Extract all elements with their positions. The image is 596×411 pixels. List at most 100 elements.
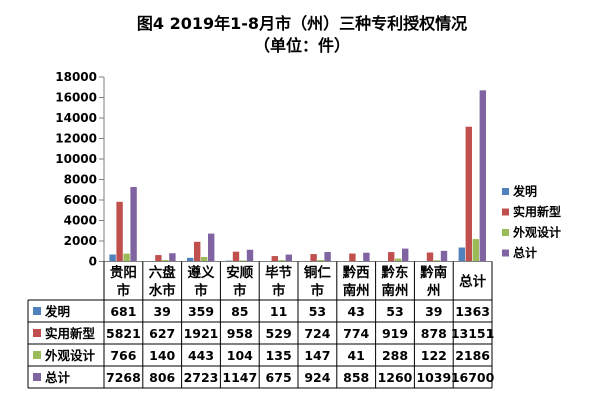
y-tick-label: 4000 <box>64 214 97 228</box>
bar-发明-总计 <box>458 247 465 262</box>
category-label: 市 <box>272 282 286 299</box>
bar-发明-贵阳市 <box>109 254 116 262</box>
bar-实用新型-铜仁市 <box>310 254 317 262</box>
category-label: 南州 <box>343 282 370 299</box>
table-cell-value: 2186 <box>455 348 490 363</box>
y-tick-label: 16000 <box>55 91 97 105</box>
table-cell-value: 16700 <box>451 370 495 385</box>
bar-总计-黔南州 <box>440 250 448 262</box>
bar-总计-黔东南州 <box>402 248 409 262</box>
table-cell-value: 1921 <box>184 326 219 341</box>
category-label: 毕节 <box>265 264 292 281</box>
bar-外观设计-贵阳市 <box>123 253 130 262</box>
table-cell-value: 681 <box>110 304 136 319</box>
bar-总计-安顺市 <box>246 249 254 262</box>
table-cell-value: 41 <box>347 348 364 363</box>
category-label: 总计 <box>459 273 486 290</box>
category-label: 黔西 <box>343 264 370 281</box>
category-label: 黔南 <box>420 264 447 281</box>
table-cell-value: 11 <box>270 304 287 319</box>
legend-label: 发明 <box>512 184 537 199</box>
table-cell-value: 122 <box>421 348 447 363</box>
category-label: 市 <box>117 282 131 299</box>
bar-实用新型-黔东南州 <box>388 252 395 262</box>
bar-实用新型-黔西南州 <box>349 253 356 262</box>
table-cell-value: 5821 <box>106 326 141 341</box>
bar-实用新型-总计 <box>465 126 472 262</box>
table-cell-value: 1147 <box>222 370 257 385</box>
category-label: 黔东 <box>382 264 409 281</box>
bar-实用新型-安顺市 <box>232 251 240 262</box>
y-tick-label: 0 <box>89 255 97 269</box>
table-cell-value: 806 <box>149 370 175 385</box>
table-cell-value: 13151 <box>451 326 495 341</box>
chart-title-line2: （单位：件） <box>254 36 350 55</box>
table-row-label: 发明 <box>44 304 70 319</box>
y-tick-label: 2000 <box>64 234 97 248</box>
table-cell-value: 53 <box>386 304 403 319</box>
bar-外观设计-遵义市 <box>201 256 208 262</box>
category-label: 贵阳 <box>110 264 137 281</box>
legend-label: 外观设计 <box>513 225 561 240</box>
legend-key <box>502 208 509 216</box>
table-cell-value: 140 <box>149 348 175 363</box>
category-label: 铜仁 <box>304 264 331 281</box>
bar-外观设计-安顺市 <box>239 260 247 262</box>
table-cell-value: 39 <box>153 304 170 319</box>
legend-key <box>502 249 509 257</box>
table-cell-value: 924 <box>304 370 330 385</box>
table-cell-value: 147 <box>304 348 330 363</box>
table-cell-value: 919 <box>382 326 408 341</box>
table-legend-key <box>33 307 41 315</box>
table-cell-value: 529 <box>266 326 292 341</box>
table-cell-value: 85 <box>231 304 248 319</box>
bar-实用新型-六盘水市 <box>155 255 162 262</box>
bar-总计-贵阳市 <box>130 187 137 262</box>
table-cell-value: 627 <box>149 326 175 341</box>
table-cell-value: 724 <box>304 326 330 341</box>
table-cell-value: 39 <box>425 304 442 319</box>
bar-总计-毕节市 <box>285 254 292 262</box>
table-cell-value: 2723 <box>184 370 219 385</box>
table-legend-key <box>33 329 41 337</box>
category-label: 市 <box>233 282 247 299</box>
table-cell-value: 135 <box>266 348 292 363</box>
bar-外观设计-总计 <box>472 239 479 262</box>
table-cell-value: 104 <box>227 348 253 363</box>
table-cell-value: 766 <box>110 348 136 363</box>
table-cell-value: 858 <box>343 370 369 385</box>
table-row-label: 实用新型 <box>45 326 96 341</box>
bar-总计-黔西南州 <box>363 252 370 262</box>
category-label: 市 <box>194 282 208 299</box>
table-cell-value: 1260 <box>378 370 413 385</box>
bar-实用新型-黔南州 <box>426 252 434 262</box>
table-cell-value: 7268 <box>106 370 141 385</box>
bar-实用新型-遵义市 <box>194 241 201 262</box>
bar-发明-遵义市 <box>187 257 194 262</box>
table-row-label: 总计 <box>45 370 71 385</box>
bar-外观设计-毕节市 <box>278 260 285 262</box>
legend-key <box>502 229 509 236</box>
bar-外观设计-黔南州 <box>433 260 441 262</box>
bar-总计-六盘水市 <box>169 253 176 262</box>
table-cell-value: 878 <box>421 326 447 341</box>
bar-实用新型-贵阳市 <box>116 201 123 262</box>
plot-area: 0 2000 4000 6000 8000 10000 12000 14000 16000 180… <box>55 70 492 269</box>
y-tick-label: 10000 <box>55 152 97 166</box>
y-tick-label: 6000 <box>64 193 97 207</box>
legend-key <box>502 188 509 195</box>
table-cell-value: 288 <box>382 348 408 363</box>
table-legend-key <box>33 373 41 381</box>
table-legend-key <box>33 351 41 359</box>
table-cell-value: 1039 <box>416 370 451 385</box>
bar-实用新型-毕节市 <box>271 256 278 262</box>
chart-title: 图4 2019年1-8月市（州）三种专利授权情况 （单位：件） <box>137 14 467 55</box>
legend-label: 总计 <box>513 245 537 260</box>
category-label: 水市 <box>149 282 176 299</box>
category-label: 市 <box>311 282 325 299</box>
table-cell-value: 443 <box>188 348 214 363</box>
category-label: 州 <box>426 283 441 299</box>
